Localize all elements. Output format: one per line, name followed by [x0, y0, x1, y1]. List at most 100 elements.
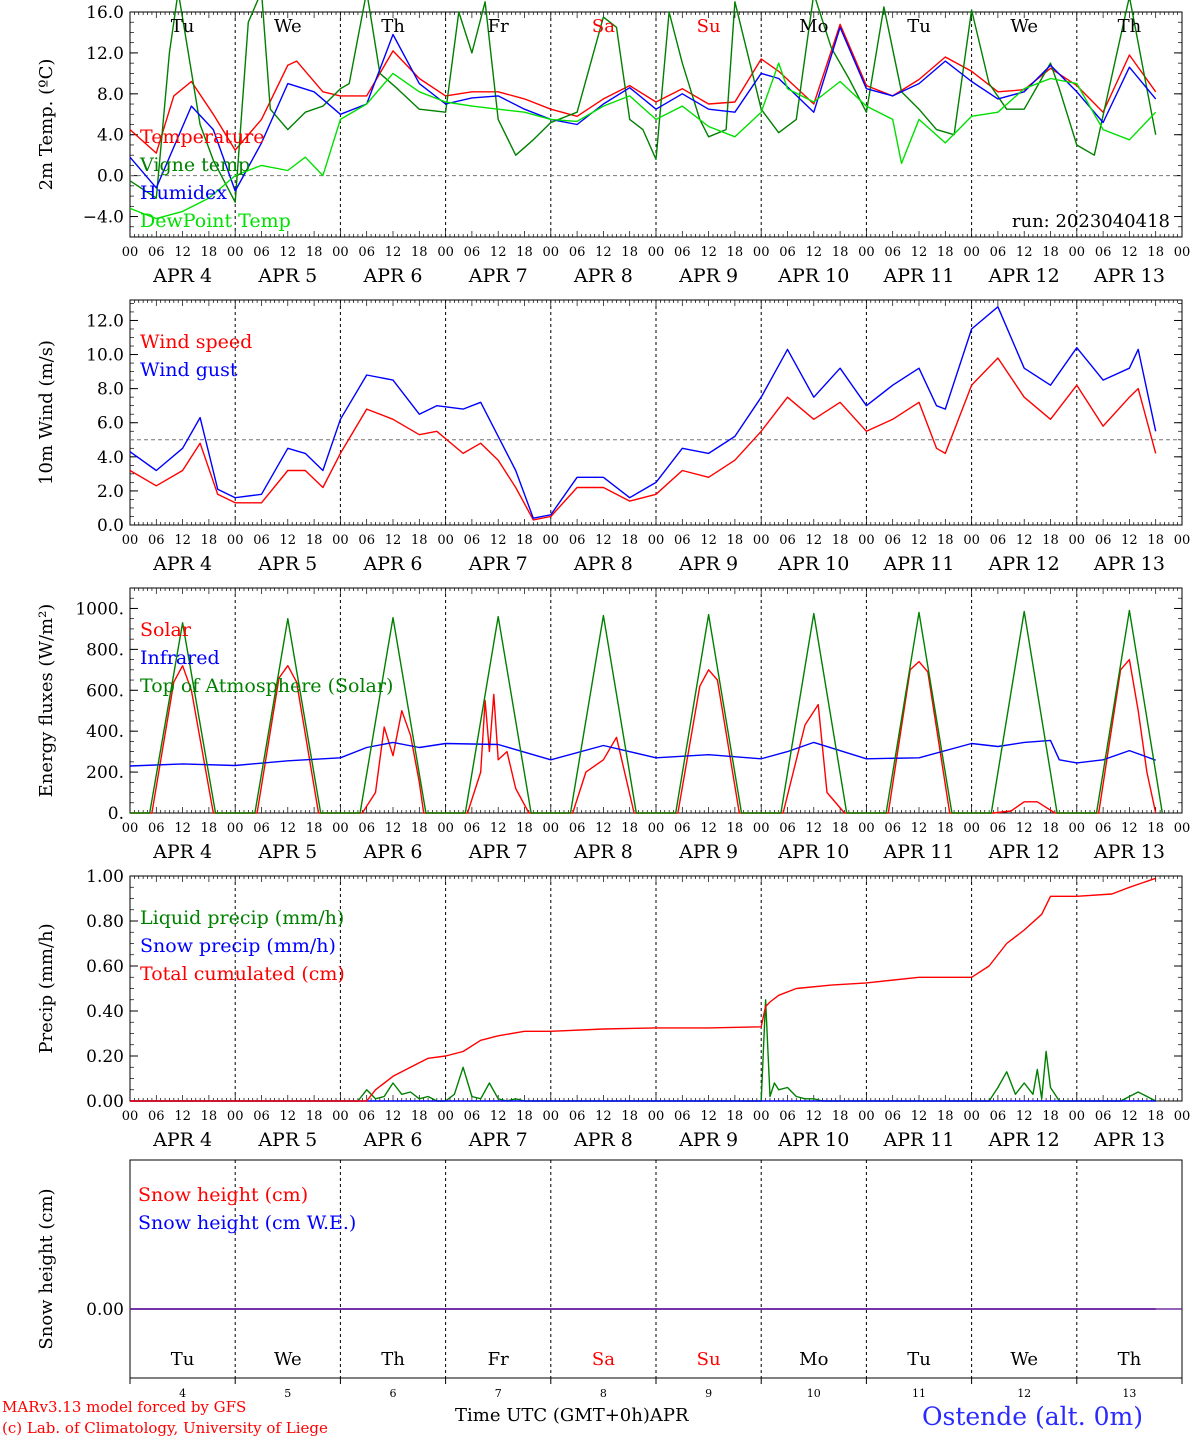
model-credit-line2: (c) Lab. of Climatology, University of L… [2, 1419, 328, 1437]
date-label: APR 13 [1093, 265, 1165, 287]
date-label: APR 11 [882, 841, 954, 863]
date-label: APR 8 [573, 265, 633, 287]
hour-label: 06 [884, 245, 901, 260]
day-name-label: Th [381, 16, 405, 37]
date-number-label: 10 [807, 1387, 821, 1400]
date-label: APR 6 [363, 553, 423, 575]
hour-label: 12 [806, 821, 823, 836]
hour-label: 00 [437, 1109, 454, 1124]
hour-label: 18 [201, 533, 218, 548]
hour-label: 18 [516, 1109, 533, 1124]
plot-frame [129, 11, 1183, 238]
hour-label: 12 [385, 245, 402, 260]
hour-label: 06 [779, 1109, 796, 1124]
hour-label: 18 [411, 821, 428, 836]
hour-label: 18 [1147, 245, 1164, 260]
plot-frame [129, 299, 1183, 526]
hour-label: 06 [990, 533, 1007, 548]
date-label: APR 9 [678, 1129, 738, 1151]
hour-label: 06 [1095, 245, 1112, 260]
y-tick-label: −4.0 [83, 208, 124, 228]
date-label: APR 4 [152, 553, 212, 575]
hour-label: 12 [595, 1109, 612, 1124]
date-label: APR 7 [468, 841, 528, 863]
date-label: APR 6 [363, 841, 423, 863]
date-label: APR 13 [1093, 1129, 1165, 1151]
hour-label: 06 [253, 245, 270, 260]
hour-label: 18 [1042, 245, 1059, 260]
date-label: APR 6 [363, 1129, 423, 1151]
hour-label: 00 [648, 245, 665, 260]
time-axis-label: Time UTC (GMT+0h) [455, 1405, 650, 1426]
hour-label: 12 [911, 245, 928, 260]
hour-label: 00 [122, 245, 139, 260]
hour-label: 12 [806, 533, 823, 548]
date-label: APR 8 [573, 841, 633, 863]
date-label: APR 5 [257, 553, 317, 575]
hour-label: 06 [464, 821, 481, 836]
hour-label: 12 [911, 1109, 928, 1124]
hour-label: 00 [332, 533, 349, 548]
y-tick-label: 0.0 [97, 167, 124, 187]
date-label: APR 4 [152, 841, 212, 863]
hour-label: 12 [1016, 533, 1033, 548]
hour-label: 06 [464, 245, 481, 260]
series-top-of-atmosphere-solar [130, 609, 1163, 814]
hour-label: 18 [201, 245, 218, 260]
hour-label: 12 [280, 821, 297, 836]
y-tick-label: 0.00 [86, 1300, 124, 1320]
y-tick-label: 8.0 [97, 380, 124, 400]
series-temperature [129, 23, 1157, 154]
hour-label: 06 [1095, 821, 1112, 836]
date-label: APR 6 [363, 265, 423, 287]
hour-label: 12 [174, 533, 191, 548]
hour-label: 06 [358, 1109, 375, 1124]
y-tick-label: 200. [86, 763, 124, 783]
hour-label: 00 [648, 821, 665, 836]
legend-item: Snow precip (mm/h) [140, 935, 336, 957]
hour-label: 18 [1147, 1109, 1164, 1124]
hour-label: 18 [411, 533, 428, 548]
hour-label: 00 [1174, 821, 1191, 836]
y-tick-label: 0.20 [86, 1047, 124, 1067]
hour-label: 06 [569, 821, 586, 836]
hour-label: 06 [884, 1109, 901, 1124]
hour-label: 12 [911, 533, 928, 548]
legend-item: Liquid precip (mm/h) [140, 907, 344, 929]
hour-label: 12 [595, 821, 612, 836]
hour-label: 18 [201, 1109, 218, 1124]
hour-label: 12 [1016, 821, 1033, 836]
y-axis-label: Energy fluxes (W/m²) [36, 604, 57, 798]
date-label: APR 5 [257, 841, 317, 863]
hour-label: 00 [963, 245, 980, 260]
hour-label: 06 [464, 533, 481, 548]
hour-label: 12 [911, 821, 928, 836]
hour-label: 12 [385, 1109, 402, 1124]
legend-item: Solar [140, 619, 192, 641]
date-label: APR 13 [1093, 553, 1165, 575]
hour-label: 06 [148, 533, 165, 548]
hour-label: 00 [1069, 533, 1086, 548]
hour-label: 06 [1095, 533, 1112, 548]
y-axis-label: 10m Wind (m/s) [36, 340, 57, 485]
hour-label: 12 [280, 533, 297, 548]
hour-label: 00 [437, 245, 454, 260]
hour-label: 18 [621, 245, 638, 260]
date-label: APR 12 [988, 1129, 1060, 1151]
day-name-label: Th [381, 1349, 405, 1370]
hour-label: 18 [1147, 821, 1164, 836]
date-label: APR 10 [777, 553, 849, 575]
y-tick-label: 1.00 [86, 867, 124, 887]
hour-label: 12 [174, 245, 191, 260]
hour-label: 00 [753, 245, 770, 260]
y-tick-label: 12.0 [86, 311, 124, 331]
hour-label: 06 [253, 533, 270, 548]
date-label: APR 11 [882, 265, 954, 287]
date-label: APR 11 [882, 553, 954, 575]
hour-label: 06 [253, 821, 270, 836]
y-tick-label: 0.80 [86, 912, 124, 932]
hour-label: 18 [832, 533, 849, 548]
day-name-label: Su [697, 1349, 721, 1370]
hour-label: 00 [122, 821, 139, 836]
y-tick-label: 0.60 [86, 957, 124, 977]
